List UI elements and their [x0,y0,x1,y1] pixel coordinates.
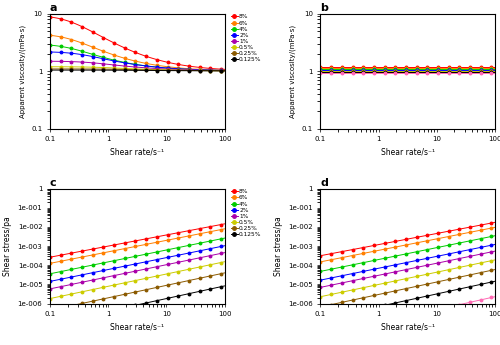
X-axis label: Shear rate/s⁻¹: Shear rate/s⁻¹ [110,148,164,157]
Y-axis label: Shear stress/pa: Shear stress/pa [3,216,12,276]
X-axis label: Shear rate/s⁻¹: Shear rate/s⁻¹ [380,323,434,332]
Text: c: c [50,178,56,188]
X-axis label: Shear rate/s⁻¹: Shear rate/s⁻¹ [110,323,164,332]
Y-axis label: Shear stress/pa: Shear stress/pa [274,216,282,276]
Text: b: b [320,3,328,13]
Text: a: a [50,3,58,13]
Y-axis label: Apparent viscosity/(mPa·s): Apparent viscosity/(mPa·s) [290,25,296,118]
X-axis label: Shear rate/s⁻¹: Shear rate/s⁻¹ [380,148,434,157]
Legend: 8%, 6%, 4%, 2%, 1%, 0.5%, 0.25%, 0.125%: 8%, 6%, 4%, 2%, 1%, 0.5%, 0.25%, 0.125% [231,14,262,62]
Text: d: d [320,178,328,188]
Legend: 8%, 6%, 4%, 2%, 1%, 0.5%, 0.25%, 0.125%: 8%, 6%, 4%, 2%, 1%, 0.5%, 0.25%, 0.125% [231,189,262,237]
Y-axis label: Apparent viscosity/(mPa·s): Apparent viscosity/(mPa·s) [19,25,26,118]
